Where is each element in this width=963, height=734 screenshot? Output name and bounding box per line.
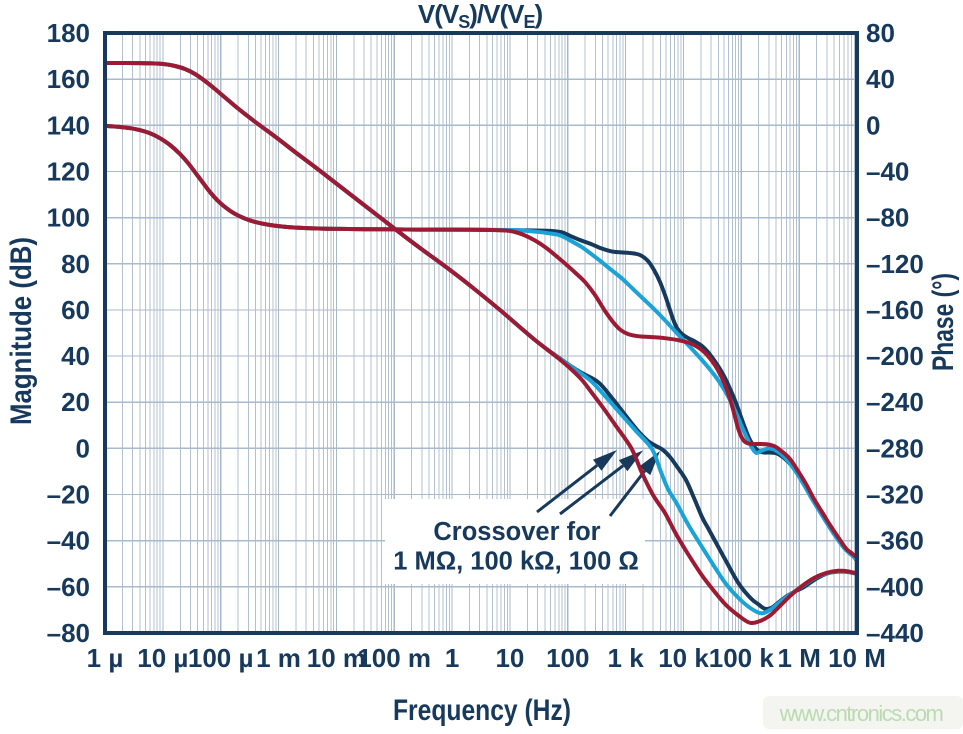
svg-text:–440: –440 [866,618,924,648]
svg-text:160: 160 [47,64,90,94]
svg-text:–40: –40 [47,526,90,556]
svg-text:–40: –40 [866,157,909,187]
svg-text:10 m: 10 m [307,643,366,673]
svg-text:V(VS)/V(VE): V(VS)/V(VE) [418,0,543,32]
svg-text:10: 10 [495,643,524,673]
svg-text:–360: –360 [866,526,924,556]
svg-text:100 m: 100 m [357,643,431,673]
svg-text:10 µ: 10 µ [137,643,188,673]
svg-text:–20: –20 [47,480,90,510]
svg-text:1 M: 1 M [778,643,821,673]
svg-text:–280: –280 [866,433,924,463]
svg-text:0: 0 [76,433,90,463]
svg-text:40: 40 [61,341,90,371]
svg-text:1 MΩ, 100 kΩ, 100 Ω: 1 MΩ, 100 kΩ, 100 Ω [393,548,639,576]
svg-text:40: 40 [866,64,895,94]
svg-text:–160: –160 [866,295,924,325]
svg-text:–400: –400 [866,572,924,602]
svg-text:1 m: 1 m [256,643,301,673]
svg-text:–80: –80 [866,203,909,233]
svg-text:10 M: 10 M [828,643,886,673]
svg-text:180: 180 [47,18,90,48]
svg-text:1 k: 1 k [608,643,645,673]
svg-text:1 µ: 1 µ [87,643,124,673]
svg-text:–320: –320 [866,480,924,510]
svg-text:–240: –240 [866,387,924,417]
svg-text:–60: –60 [47,572,90,602]
svg-text:120: 120 [47,157,90,187]
svg-text:100 k: 100 k [709,643,775,673]
svg-text:100 µ: 100 µ [188,643,254,673]
svg-text:Crossover for: Crossover for [433,518,600,546]
svg-text:0: 0 [866,110,880,140]
svg-text:80: 80 [61,249,90,279]
svg-text:Phase (°): Phase (°) [927,273,960,371]
svg-text:1: 1 [445,643,459,673]
svg-text:100: 100 [546,643,589,673]
svg-text:10 k: 10 k [658,643,709,673]
svg-text:20: 20 [61,387,90,417]
svg-text:www.cntronics.com: www.cntronics.com [779,701,943,726]
svg-text:100: 100 [47,203,90,233]
svg-text:Magnitude (dB): Magnitude (dB) [5,237,38,425]
svg-text:–120: –120 [866,249,924,279]
svg-text:140: 140 [47,110,90,140]
svg-text:80: 80 [866,18,895,48]
svg-text:–80: –80 [47,618,90,648]
svg-text:–200: –200 [866,341,924,371]
svg-text:60: 60 [61,295,90,325]
svg-text:Frequency (Hz): Frequency (Hz) [393,694,571,727]
